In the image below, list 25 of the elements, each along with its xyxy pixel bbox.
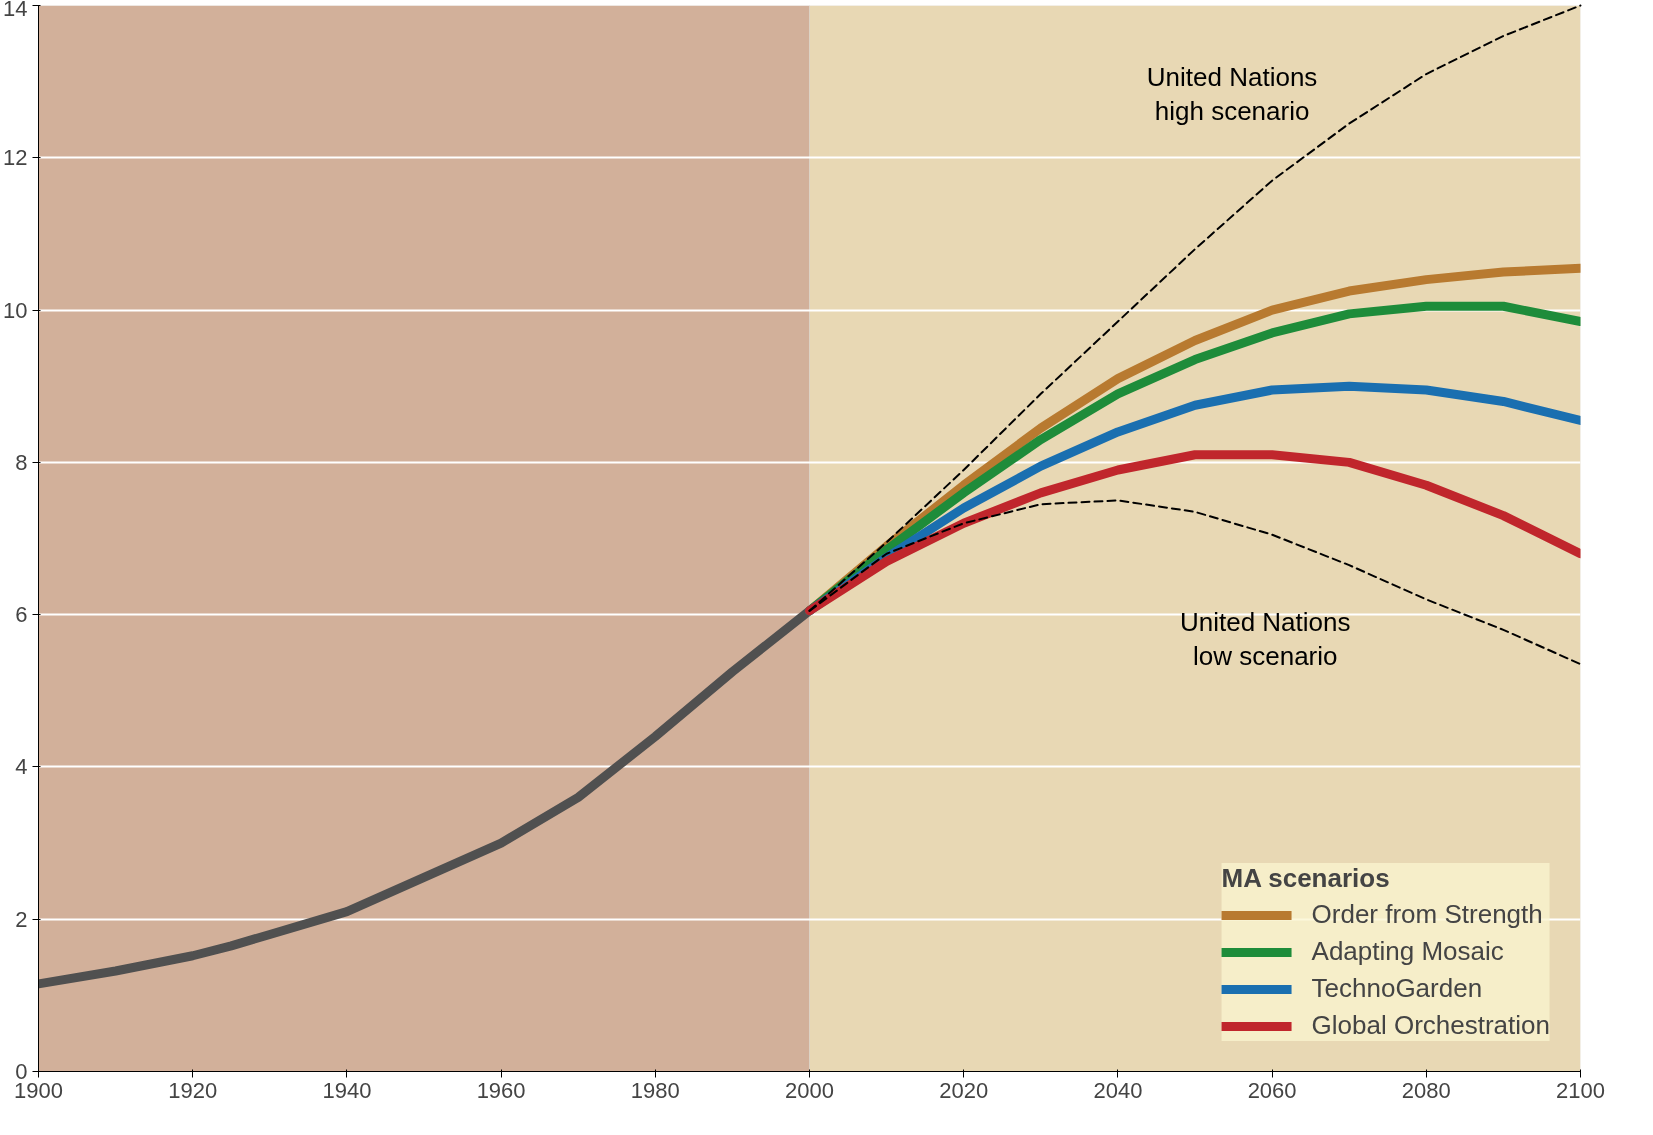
- x-tick-label: 2100: [1556, 1077, 1605, 1103]
- y-tick-label: 6: [15, 602, 28, 628]
- legend-label: TechnoGarden: [1311, 973, 1483, 1004]
- legend-label: Order from Strength: [1311, 899, 1543, 930]
- legend-label: Global Orchestration: [1311, 1010, 1550, 1041]
- y-tick-label: 10: [3, 297, 28, 323]
- y-tick-label: 2: [15, 906, 28, 932]
- x-tick-label: 1940: [322, 1077, 372, 1103]
- x-tick-label: 1980: [630, 1077, 680, 1103]
- y-tick-label: 0: [15, 1059, 28, 1084]
- x-tick-label: 2020: [939, 1077, 989, 1103]
- y-tick-label: 14: [3, 0, 28, 21]
- x-tick-label: 2080: [1401, 1077, 1451, 1103]
- legend-label: Adapting Mosaic: [1311, 936, 1504, 967]
- annotation: United Nations high scenario: [1146, 61, 1318, 126]
- x-tick-label: 2040: [1093, 1077, 1143, 1103]
- annotation: United Nations low scenario: [1179, 607, 1351, 672]
- y-tick-label: 4: [15, 754, 28, 780]
- x-tick-label: 2000: [785, 1077, 834, 1103]
- y-tick-label: 12: [3, 145, 28, 171]
- legend-title: MA scenarios: [1221, 863, 1391, 894]
- x-tick-label: 1960: [476, 1077, 526, 1103]
- x-tick-label: 2060: [1247, 1077, 1297, 1103]
- x-tick-label: 1920: [168, 1077, 218, 1103]
- y-tick-label: 8: [15, 449, 28, 475]
